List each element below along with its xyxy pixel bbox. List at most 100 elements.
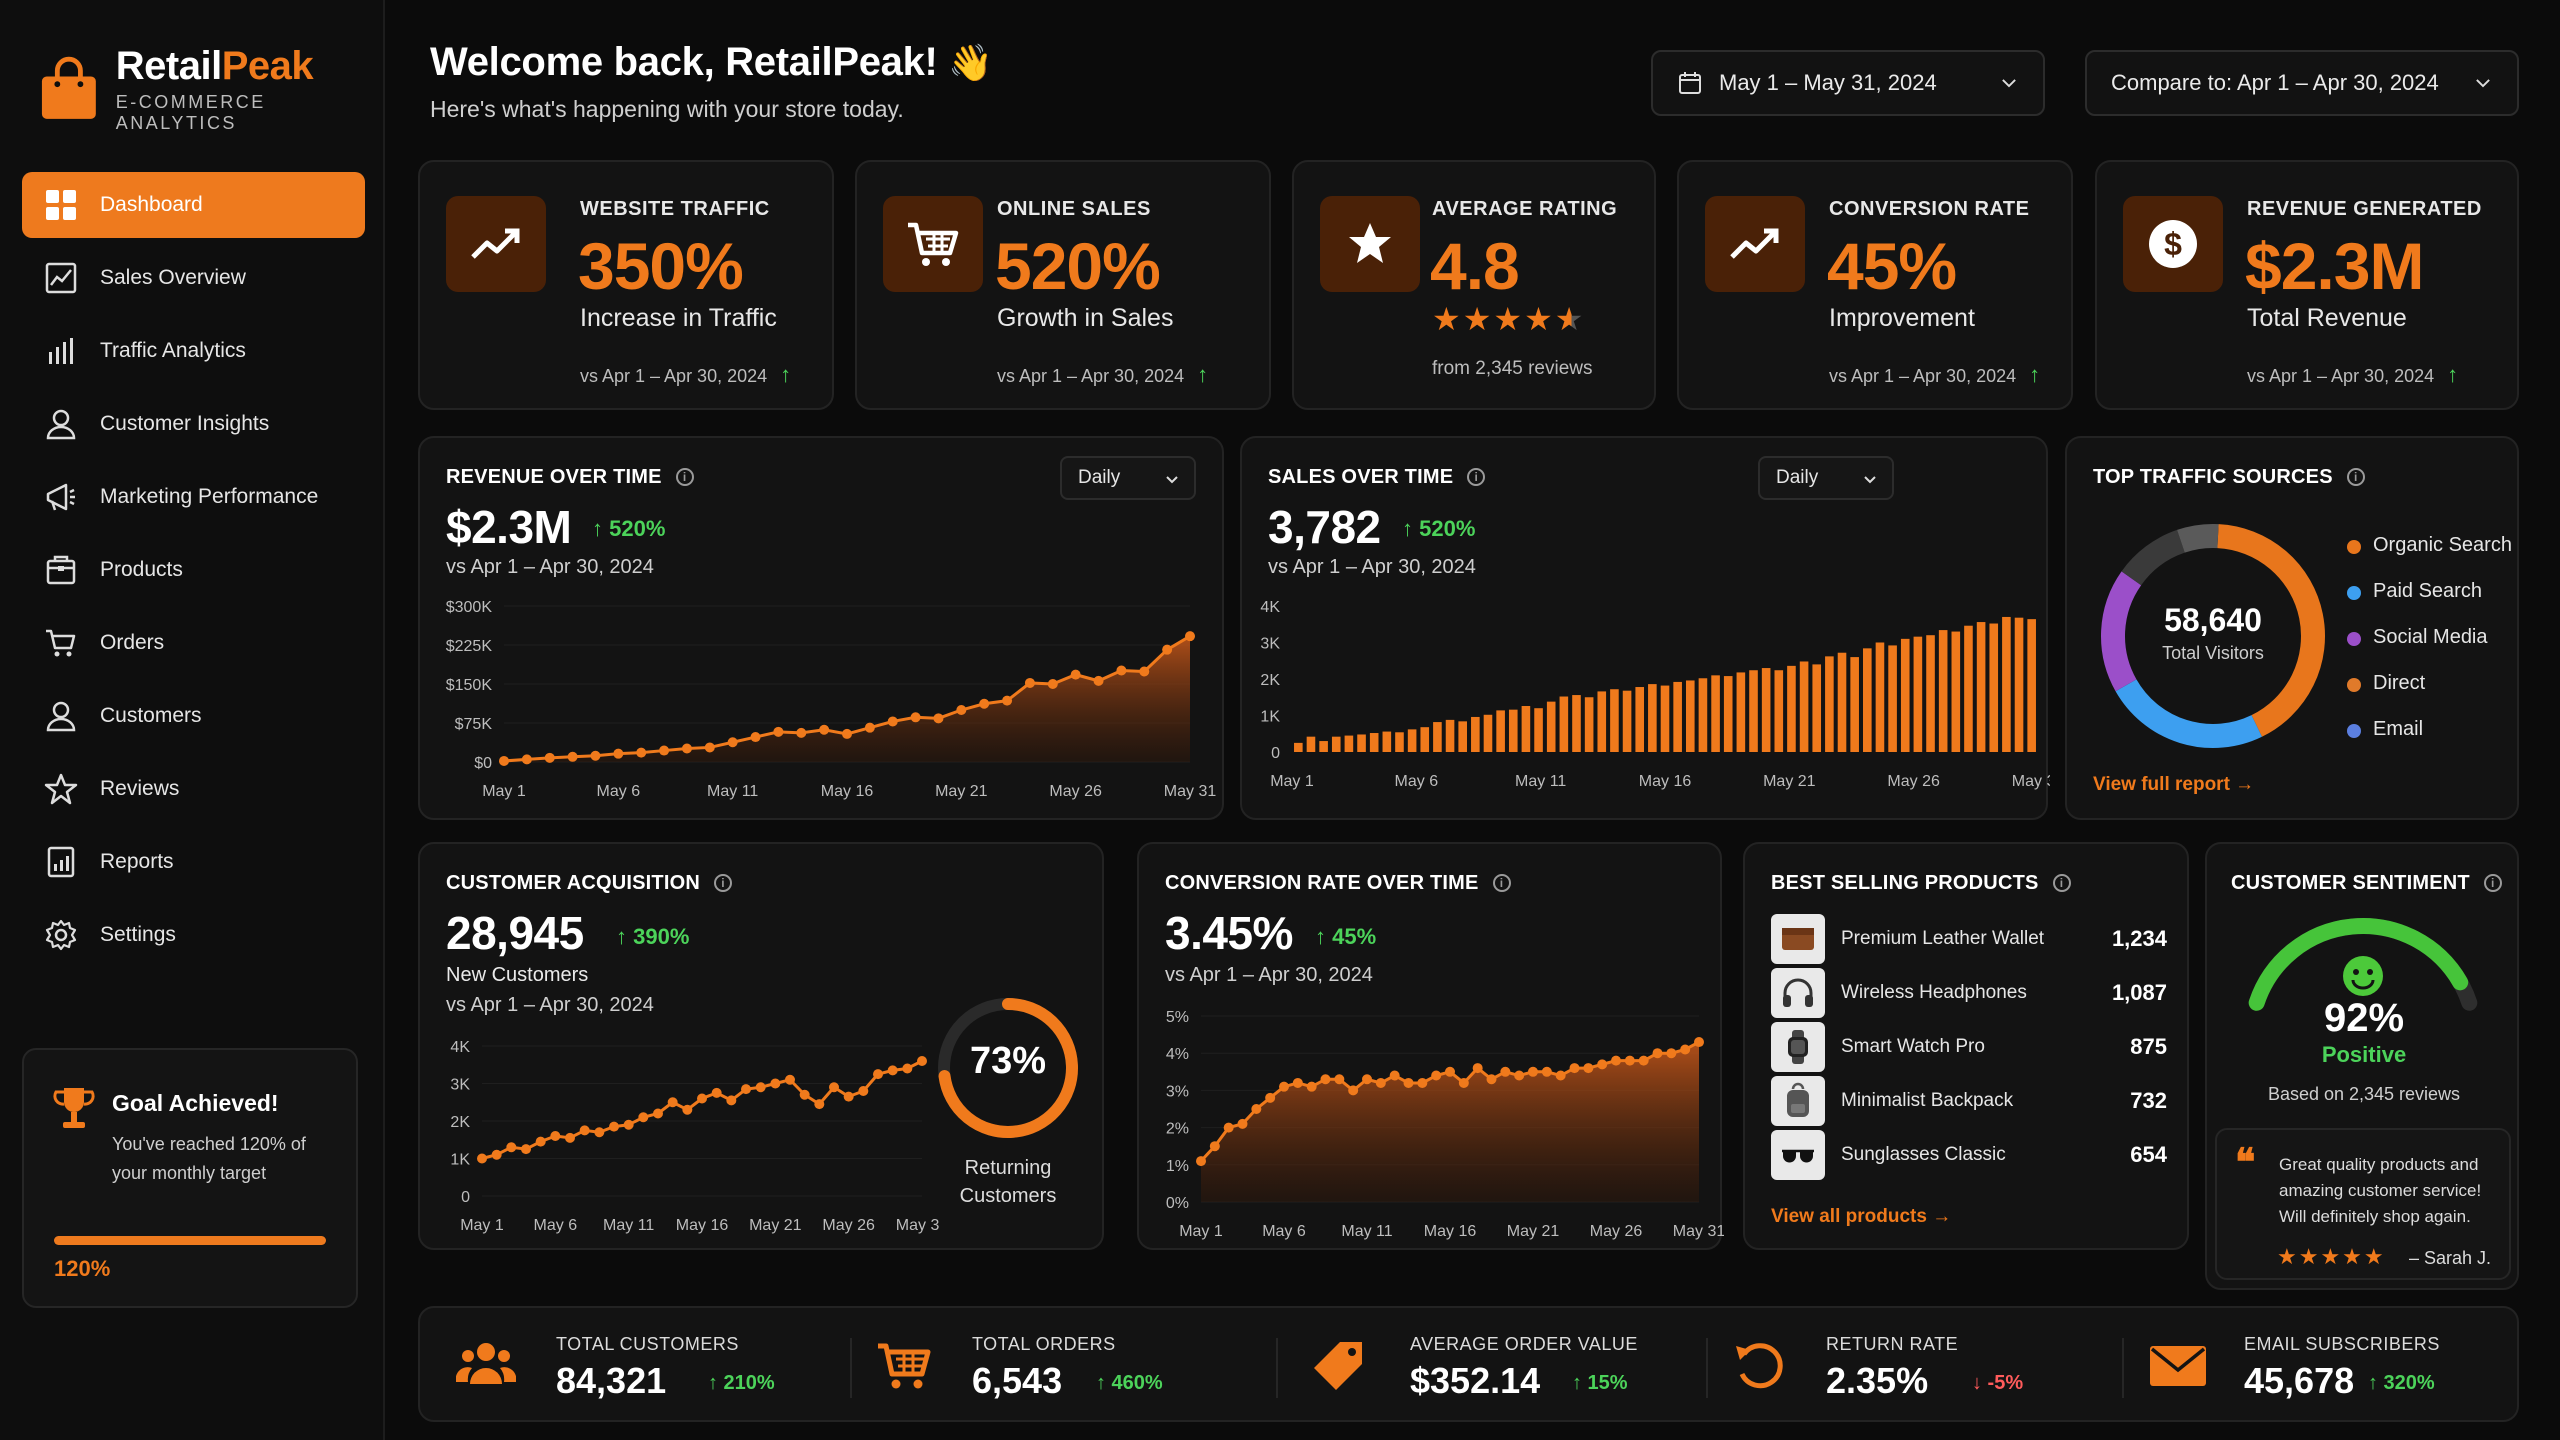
y-tick-label: $225K	[446, 638, 493, 655]
stat-email-subscribers[interactable]: EMAIL SUBSCRIBERS 45,678 ↑ 320%	[2148, 1308, 2508, 1424]
bar	[1584, 697, 1594, 752]
x-tick-label: May 1	[482, 783, 526, 800]
bar	[1496, 710, 1505, 752]
nav-item-sales-overview[interactable]: Sales Overview	[22, 245, 365, 311]
y-tick-label: $0	[474, 755, 492, 772]
stat-label: TOTAL CUSTOMERS	[556, 1334, 739, 1354]
nav-label: Dashboard	[100, 193, 203, 216]
nav-label: Sales Overview	[100, 266, 246, 289]
sales-period-dropdown[interactable]: Daily	[1758, 456, 1894, 500]
product-row[interactable]: Minimalist Backpack 732	[1771, 1076, 2167, 1126]
info-icon[interactable]: i	[2483, 874, 2502, 892]
data-point	[659, 745, 670, 756]
bar	[1369, 733, 1379, 752]
compare-range-picker[interactable]: Compare to: Apr 1 – Apr 30, 2024	[2085, 50, 2519, 116]
nav-item-dashboard[interactable]: Dashboard	[22, 172, 365, 238]
trophy-icon	[53, 1088, 95, 1128]
stat-return-rate[interactable]: RETURN RATE 2.35% ↓ -5%	[1730, 1308, 2110, 1424]
x-tick-label: May 6	[597, 783, 641, 800]
data-point	[773, 726, 784, 737]
acquisition-chart: 4K 3K 2K 1K 0 May 1 May 6 May 11 May 16 May 21 May…	[450, 1039, 940, 1234]
nav-item-products[interactable]: Products	[22, 537, 365, 603]
data-point	[1047, 679, 1058, 689]
view-all-products-link[interactable]: View all products →	[1771, 1206, 1952, 1227]
data-point	[1472, 1063, 1483, 1074]
kpi-card-average-rating[interactable]: AVERAGE RATING 4.8 ★★★★★ from 2,345 revi…	[1292, 160, 1656, 410]
bar	[1774, 670, 1784, 752]
kpi-card-revenue-generated[interactable]: $ REVENUE GENERATED $2.3M Total Revenue …	[2095, 160, 2519, 410]
bar	[1913, 636, 1923, 752]
product-name: Premium Leather Wallet	[1841, 928, 2045, 949]
kpi-icon-box	[1320, 196, 1420, 292]
brand-logo[interactable]: RetailPeak E-COMMERCE ANALYTICS	[40, 44, 383, 134]
nav-item-customers[interactable]: Customers	[22, 683, 365, 749]
bar	[1736, 672, 1746, 752]
revenue-change: ↑ 520%	[592, 516, 666, 541]
kpi-value: 520%	[995, 229, 1161, 303]
kpi-card-website-traffic[interactable]: WEBSITE TRAFFIC 350% Increase in Traffic…	[418, 160, 834, 410]
revenue-period-dropdown[interactable]: Daily	[1060, 456, 1196, 500]
legend-label: Organic Search	[2373, 534, 2512, 556]
stat-total-orders[interactable]: TOTAL ORDERS 6,543 ↑ 460%	[876, 1308, 1256, 1424]
info-icon[interactable]: i	[2052, 874, 2071, 892]
product-row[interactable]: Premium Leather Wallet 1,234	[1771, 914, 2167, 964]
info-icon[interactable]: i	[1467, 468, 1486, 486]
info-icon[interactable]: i	[714, 874, 733, 892]
kpi-card-online-sales[interactable]: ONLINE SALES 520% Growth in Sales vs Apr…	[855, 160, 1271, 410]
kpi-compare: vs Apr 1 – Apr 30, 2024 ↑	[2247, 362, 2459, 387]
bar	[1938, 630, 1948, 752]
kpi-card-conversion-rate[interactable]: CONVERSION RATE 45% Improvement vs Apr 1…	[1677, 160, 2073, 410]
data-point	[1292, 1077, 1303, 1088]
date-range-picker[interactable]: May 1 – May 31, 2024	[1651, 50, 2045, 116]
nav-item-orders[interactable]: Orders	[22, 610, 365, 676]
bar	[1483, 714, 1493, 752]
stat-average-order-value[interactable]: AVERAGE ORDER VALUE $352.14 ↑ 15%	[1310, 1308, 1690, 1424]
data-point	[741, 1084, 751, 1095]
nav-item-marketing-performance[interactable]: Marketing Performance	[22, 464, 365, 530]
conversion-change: ↑ 45%	[1315, 924, 1377, 949]
data-point	[544, 752, 555, 763]
product-row[interactable]: Wireless Headphones 1,087	[1771, 968, 2167, 1018]
x-tick-label: May 11	[603, 1217, 654, 1234]
data-point	[979, 698, 990, 709]
bar	[1572, 695, 1581, 752]
data-point	[1611, 1055, 1621, 1066]
customer-acquisition-panel: CUSTOMER ACQUISITION i 28,945 ↑ 390% New …	[418, 842, 1104, 1250]
stat-total-customers[interactable]: TOTAL CUSTOMERS 84,321 ↑ 210%	[456, 1308, 836, 1424]
smiley-icon	[2343, 956, 2383, 996]
traffic-sources-panel: TOP TRAFFIC SOURCES i 58,640 Total Visito…	[2065, 436, 2519, 820]
info-icon[interactable]: i	[1492, 874, 1511, 892]
chevron-down-icon	[2476, 79, 2490, 88]
x-tick-label: May 26	[1590, 1223, 1643, 1240]
data-point	[858, 1086, 869, 1096]
data-point	[1279, 1081, 1289, 1092]
compare-range-label: Compare to: Apr 1 – Apr 30, 2024	[2111, 70, 2439, 95]
area-fill	[504, 636, 1190, 762]
data-point	[842, 728, 852, 739]
data-point	[704, 742, 715, 753]
bar	[1825, 656, 1834, 752]
nav-item-customer-insights[interactable]: Customer Insights	[22, 391, 365, 457]
product-count: 875	[2130, 1034, 2167, 1059]
goal-percent: 120%	[54, 1256, 111, 1281]
panel-title: TOP TRAFFIC SOURCES i	[2093, 466, 2365, 489]
quote-icon: ❝	[2235, 1142, 2256, 1184]
bar-chart-icon	[49, 338, 73, 364]
info-icon[interactable]: i	[675, 468, 694, 486]
nav-item-reviews[interactable]: Reviews	[22, 756, 365, 822]
sentiment-gauge	[2248, 918, 2478, 1011]
data-point	[1680, 1044, 1691, 1055]
nav-item-traffic-analytics[interactable]: Traffic Analytics	[22, 318, 365, 384]
data-point	[1445, 1066, 1455, 1077]
sales-compare: vs Apr 1 – Apr 30, 2024	[1268, 556, 1476, 578]
nav-item-reports[interactable]: Reports	[22, 829, 365, 895]
product-row[interactable]: Smart Watch Pro 875	[1771, 1022, 2167, 1072]
product-row[interactable]: Sunglasses Classic 654	[1771, 1130, 2167, 1180]
data-point	[1694, 1037, 1704, 1048]
nav-item-settings[interactable]: Settings	[22, 902, 365, 968]
bar	[1559, 696, 1569, 752]
tag-icon	[1314, 1342, 1362, 1390]
info-icon[interactable]: i	[2346, 468, 2365, 486]
view-full-report-link[interactable]: View full report →	[2093, 774, 2255, 795]
sales-change: ↑ 520%	[1402, 516, 1476, 541]
